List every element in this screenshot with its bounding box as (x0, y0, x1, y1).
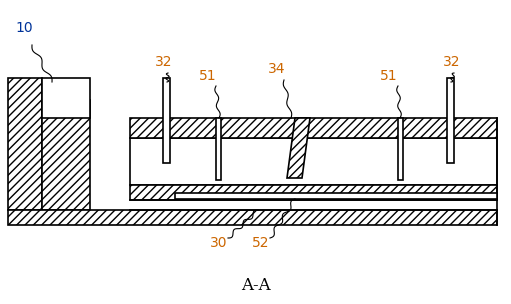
Bar (130, 118, 497, 138)
Bar (8, 78, 42, 210)
Bar (130, 200, 497, 210)
Polygon shape (287, 118, 310, 178)
Bar (175, 193, 497, 199)
Text: 32: 32 (443, 55, 460, 69)
Bar (216, 118, 221, 180)
Bar (42, 100, 90, 210)
Text: 10: 10 (15, 21, 33, 35)
Text: 32: 32 (155, 55, 173, 69)
Text: A-A: A-A (241, 277, 271, 293)
Bar (8, 210, 497, 225)
Bar (398, 118, 403, 180)
Text: 51: 51 (380, 69, 398, 83)
Bar (42, 78, 90, 118)
Text: 34: 34 (268, 62, 286, 76)
Bar (130, 185, 497, 200)
Bar (447, 78, 454, 163)
Bar (163, 78, 170, 163)
Text: 52: 52 (252, 236, 269, 250)
Text: 51: 51 (199, 69, 217, 83)
Bar (130, 138, 497, 185)
Text: 30: 30 (210, 236, 227, 250)
